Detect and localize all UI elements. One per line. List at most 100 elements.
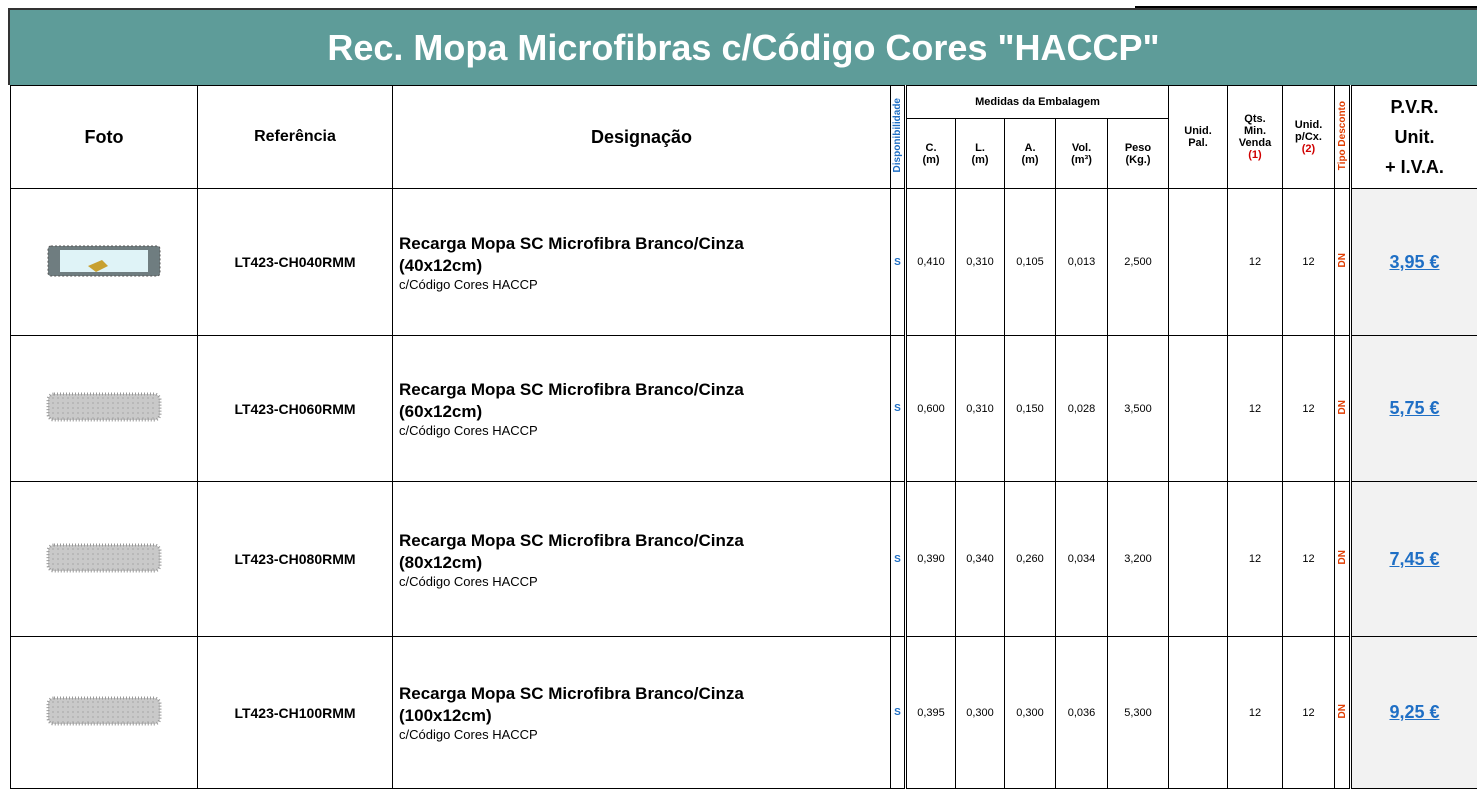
header-line: Unid.: [1169, 125, 1227, 137]
dimension-vol: 0,013: [1056, 189, 1108, 336]
discount-type-cell: DN: [1335, 189, 1351, 336]
product-size: (80x12cm): [399, 552, 890, 574]
header-line: Pal.: [1169, 137, 1227, 149]
header-l: L.(m): [956, 119, 1005, 189]
price-cell: 5,75 €: [1351, 336, 1477, 482]
price[interactable]: 5,75 €: [1389, 398, 1439, 418]
dimension-c: 0,395: [906, 637, 956, 789]
availability: S: [891, 482, 906, 637]
product-photo: [44, 686, 164, 736]
price-table: Foto Referência Designação Disponibilida…: [10, 85, 1477, 789]
product-photo: [44, 236, 164, 286]
product-name: Recarga Mopa SC Microfibra Branco/Cinza: [399, 530, 890, 552]
dimension-l: 0,300: [956, 637, 1005, 789]
reference: LT423-CH040RMM: [198, 189, 393, 336]
product-name: Recarga Mopa SC Microfibra Branco/Cinza: [399, 379, 890, 401]
reference: LT423-CH100RMM: [198, 637, 393, 789]
product-note: c/Código Cores HACCP: [399, 277, 538, 292]
header-line: (1): [1228, 149, 1282, 161]
dimension-c: 0,410: [906, 189, 956, 336]
box-units: 12: [1283, 482, 1335, 637]
header-c: C.(m): [906, 119, 956, 189]
product-note: c/Código Cores HACCP: [399, 574, 538, 589]
box-units: 12: [1283, 336, 1335, 482]
header-disponibilidade-text: Disponibilidade: [892, 98, 903, 172]
price-cell: 3,95 €: [1351, 189, 1477, 336]
header-line: C.: [907, 142, 955, 154]
title-bar: Rec. Mopa Microfibras c/Código Cores "HA…: [8, 8, 1477, 85]
photo-cell: [11, 482, 198, 637]
header-line: Peso: [1108, 142, 1168, 154]
header-line: Vol.: [1056, 142, 1107, 154]
product-size: (60x12cm): [399, 401, 890, 423]
dimension-c: 0,600: [906, 336, 956, 482]
availability: S: [891, 189, 906, 336]
price[interactable]: 7,45 €: [1389, 549, 1439, 569]
header-line: Unid.: [1283, 119, 1334, 131]
product-photo: [44, 382, 164, 432]
header-peso: Peso(Kg.): [1108, 119, 1169, 189]
header-line: (Kg.): [1108, 154, 1168, 166]
header-line: (m): [907, 154, 955, 166]
pallet-units: [1169, 336, 1228, 482]
header-a: A.(m): [1005, 119, 1056, 189]
header-tipo-text: Tipo Desconto: [1337, 101, 1348, 170]
min-qty: 12: [1228, 189, 1283, 336]
header-pal: Unid.Pal.: [1169, 86, 1228, 189]
discount-type-cell: DN: [1335, 637, 1351, 789]
availability: S: [891, 637, 906, 789]
title: Rec. Mopa Microfibras c/Código Cores "HA…: [327, 27, 1159, 69]
dimension-peso: 3,200: [1108, 482, 1169, 637]
header-line: P.V.R.: [1352, 92, 1477, 122]
header-line: Venda: [1228, 137, 1282, 149]
discount-type: DN: [1337, 550, 1348, 564]
header-cx: Unid.p/Cx.(2): [1283, 86, 1335, 189]
dimension-l: 0,310: [956, 189, 1005, 336]
availability: S: [891, 336, 906, 482]
dimension-peso: 5,300: [1108, 637, 1169, 789]
min-qty: 12: [1228, 336, 1283, 482]
designation: Recarga Mopa SC Microfibra Branco/Cinza(…: [393, 637, 891, 789]
dimension-vol: 0,036: [1056, 637, 1108, 789]
discount-type: DN: [1337, 704, 1348, 718]
product-size: (40x12cm): [399, 255, 890, 277]
dimension-a: 0,300: [1005, 637, 1056, 789]
photo-cell: [11, 336, 198, 482]
dimension-vol: 0,028: [1056, 336, 1108, 482]
header-line: p/Cx.: [1283, 131, 1334, 143]
header-medidas: Medidas da Embalagem: [906, 86, 1169, 119]
header-tipo: Tipo Desconto: [1335, 86, 1351, 189]
header-line: L.: [956, 142, 1004, 154]
box-units: 12: [1283, 189, 1335, 336]
pallet-units: [1169, 482, 1228, 637]
dimension-vol: 0,034: [1056, 482, 1108, 637]
header-line: (m): [1005, 154, 1055, 166]
price[interactable]: 9,25 €: [1389, 702, 1439, 722]
discount-type-cell: DN: [1335, 336, 1351, 482]
header-line: + I.V.A.: [1352, 152, 1477, 182]
designation: Recarga Mopa SC Microfibra Branco/Cinza(…: [393, 189, 891, 336]
box-units: 12: [1283, 637, 1335, 789]
dimension-a: 0,105: [1005, 189, 1056, 336]
photo-cell: [11, 189, 198, 336]
product-size: (100x12cm): [399, 705, 890, 727]
dimension-l: 0,310: [956, 336, 1005, 482]
discount-type: DN: [1337, 400, 1348, 414]
price[interactable]: 3,95 €: [1389, 252, 1439, 272]
product-name: Recarga Mopa SC Microfibra Branco/Cinza: [399, 233, 890, 255]
header-disponibilidade: Disponibilidade: [891, 86, 906, 189]
header-line: Min.: [1228, 125, 1282, 137]
header-foto: Foto: [11, 86, 198, 189]
header-vol: Vol.(m³): [1056, 119, 1108, 189]
header-line: (m³): [1056, 154, 1107, 166]
header-designacao: Designação: [393, 86, 891, 189]
pallet-units: [1169, 637, 1228, 789]
dimension-l: 0,340: [956, 482, 1005, 637]
pallet-units: [1169, 189, 1228, 336]
